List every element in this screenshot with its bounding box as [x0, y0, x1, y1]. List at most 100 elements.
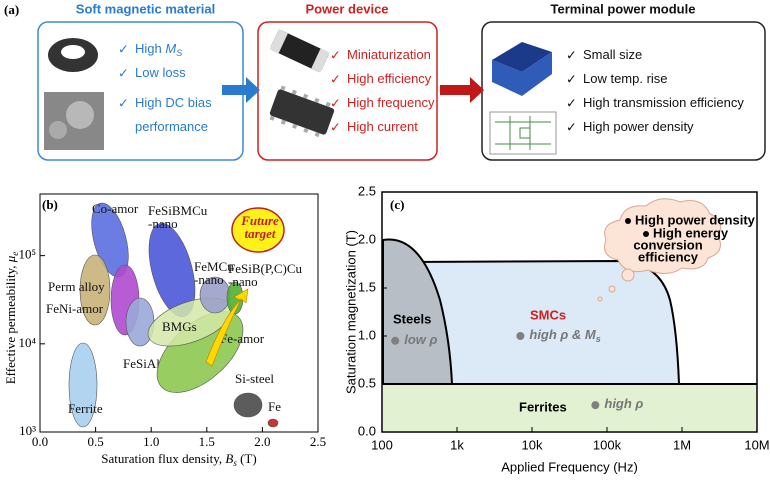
subscript: S	[176, 48, 182, 58]
plot-frame	[381, 191, 758, 433]
check-icon: ✓	[330, 47, 341, 62]
region	[233, 392, 263, 418]
point-label: high ρ & Ms	[529, 327, 600, 344]
y-axis-label: Saturation magnetization (T)	[343, 230, 358, 394]
text-part: Low loss	[135, 65, 186, 80]
x-tick-label: 1.0	[143, 434, 159, 449]
box-item: High current	[347, 119, 418, 134]
region-label: FeSiAl	[123, 356, 160, 371]
box-item: High DC bias	[135, 95, 212, 110]
region	[267, 418, 279, 428]
box-item: Miniaturization	[347, 47, 431, 62]
y-tick-label: 2.5	[358, 183, 376, 198]
x-tick-label: 2.5	[310, 434, 326, 449]
symbol: M	[165, 41, 176, 56]
check-icon: ✓	[566, 95, 577, 110]
point-label: low ρ	[404, 332, 437, 347]
point	[591, 401, 600, 410]
region	[68, 342, 98, 428]
arrow	[205, 288, 249, 367]
x-tick-label: 100	[371, 437, 393, 452]
x-axis-label: Applied Frequency (Hz)	[501, 459, 638, 474]
region-label: BMGs	[162, 319, 197, 334]
box-item: High power density	[583, 119, 694, 134]
y-axis-label: Effective permeability, μe	[3, 252, 20, 385]
cloud-dot	[621, 268, 635, 282]
region-label: Si-steel	[235, 371, 274, 386]
check-icon: ✓	[566, 119, 577, 134]
region-label: SMCs	[530, 307, 566, 322]
x-tick-label: 10k	[522, 437, 543, 452]
module-image	[492, 42, 552, 72]
x-tick-label: 100k	[593, 437, 622, 452]
text-part: High current	[347, 119, 418, 134]
panel-label: (a)	[4, 2, 19, 17]
check-icon: ✓	[330, 119, 341, 134]
circuit-lines	[495, 116, 551, 150]
panel-label: (c)	[390, 197, 404, 212]
x-tick-label: 2.0	[254, 434, 270, 449]
x-axis-label: Saturation flux density, Bs (T)	[101, 451, 256, 468]
y-tick-label: 0.0	[358, 423, 376, 438]
y-tick-label: 10⁴	[18, 335, 36, 350]
box-item: Small size	[583, 47, 642, 62]
particle	[49, 121, 67, 139]
bullet	[625, 218, 631, 224]
region-label: Perm alloy	[48, 279, 105, 294]
text-part: High	[135, 41, 165, 56]
chip	[270, 30, 329, 72]
unit: (T)	[237, 451, 257, 466]
symbol: B	[225, 451, 233, 466]
circuit-image	[489, 111, 557, 155]
y-tick-label: 1.0	[358, 327, 376, 342]
check-icon: ✓	[118, 95, 129, 110]
region-label: Steels	[393, 311, 431, 326]
region-label: Future	[240, 213, 279, 228]
text-part: Small size	[583, 47, 642, 62]
region	[79, 254, 111, 326]
text-part: Effective permeability,	[3, 262, 18, 384]
text-part: Low temp. rise	[583, 71, 668, 86]
cloud-text: conversion	[633, 237, 702, 252]
region-label: target	[244, 226, 275, 241]
x-tick-label: 1k	[450, 437, 464, 452]
region	[383, 384, 756, 431]
cloud-text: efficiency	[638, 249, 699, 264]
cloud-text: High power density	[635, 212, 756, 227]
arrow	[222, 77, 260, 103]
region-label: -nano	[148, 216, 178, 231]
toroid-hole	[61, 45, 85, 59]
cloud-dot	[597, 296, 603, 302]
x-tick-label: 1.5	[199, 434, 215, 449]
region-label: FeSiBMCu	[148, 203, 208, 218]
chip-pins	[269, 85, 331, 138]
symbol: μ	[3, 255, 18, 263]
point-label: high ρ	[604, 397, 643, 412]
cloud-dot	[608, 285, 616, 293]
cloud-text: High energy	[653, 225, 729, 240]
arrow	[440, 77, 484, 103]
box-title: Power device	[305, 1, 388, 16]
box-title: Terminal power module	[551, 1, 696, 16]
y-tick-label: 1.5	[358, 279, 376, 294]
region	[382, 238, 454, 385]
x-tick-label: 1M	[673, 437, 691, 452]
box-item: Low loss	[135, 65, 186, 80]
text-part: High transmission efficiency	[583, 95, 744, 110]
text-part: high ρ &	[529, 327, 585, 342]
chip-image	[269, 85, 335, 138]
region-label: -nano	[194, 272, 224, 287]
module-image	[492, 52, 552, 96]
text-part: performance	[135, 119, 208, 134]
text-part: High DC bias	[135, 95, 212, 110]
box-item: High frequency	[347, 95, 435, 110]
box-title: Soft magnetic material	[76, 1, 215, 16]
box-item: Low temp. rise	[583, 71, 668, 86]
chip	[269, 89, 335, 135]
check-icon: ✓	[566, 71, 577, 86]
y-tick-label: 2.0	[358, 231, 376, 246]
region-label: Fe-amor	[220, 331, 265, 346]
particle	[66, 101, 94, 129]
bullet	[643, 231, 649, 237]
chip-end	[269, 29, 288, 54]
